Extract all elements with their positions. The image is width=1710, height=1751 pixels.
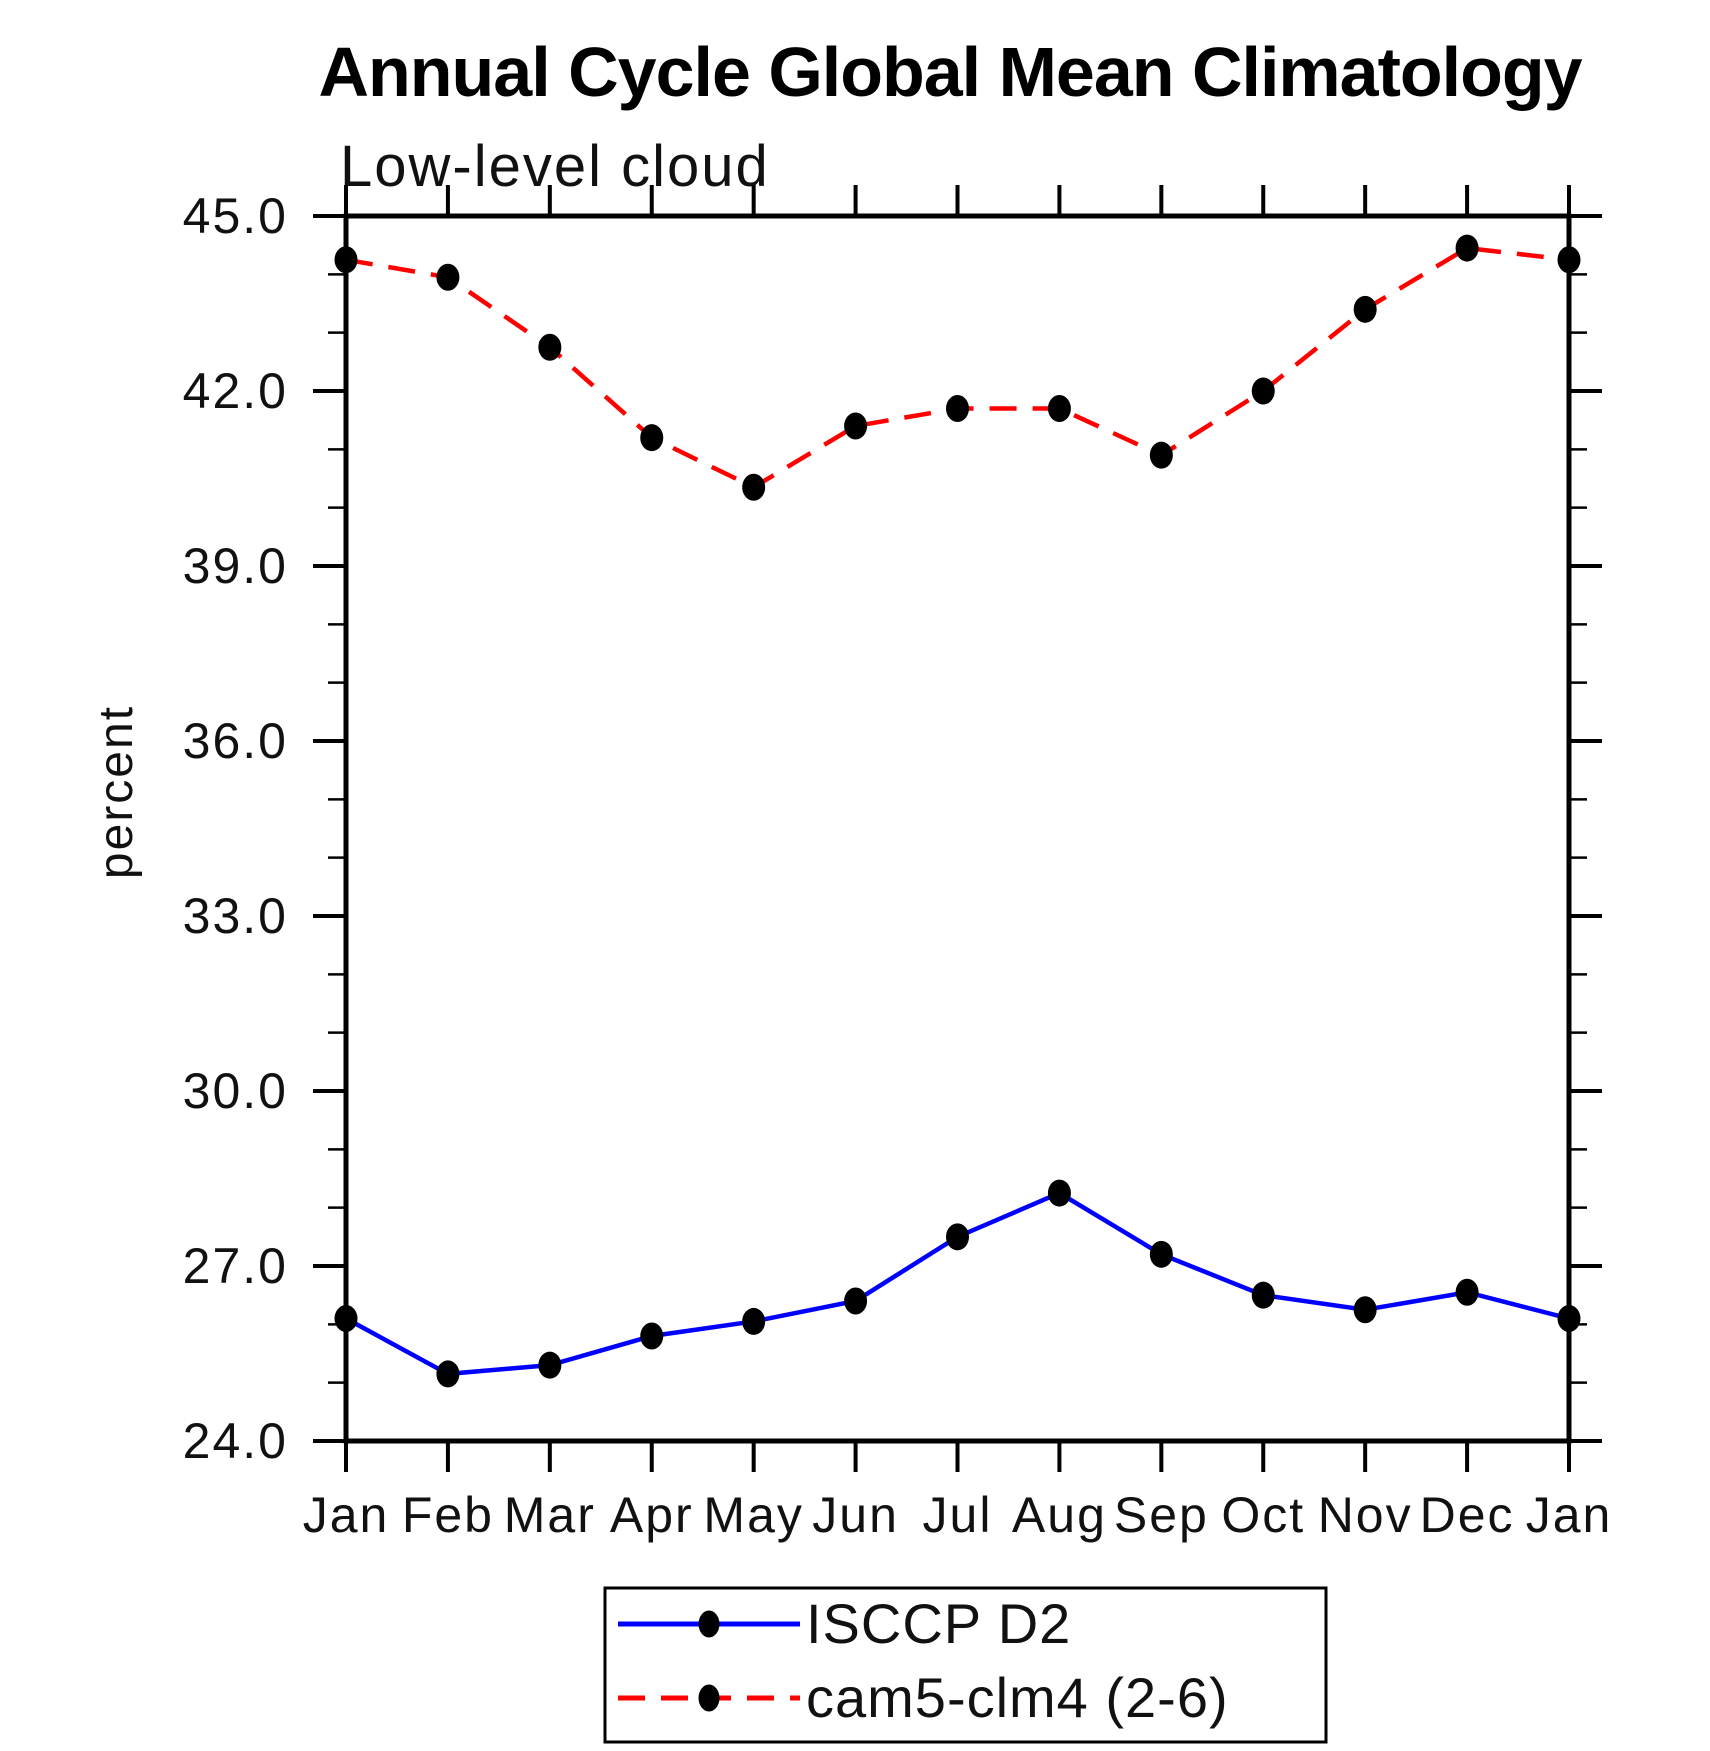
data-point-cam5-clm4-2-6 — [1149, 441, 1173, 469]
series-line-cam5-clm4-2-6 — [345, 245, 1570, 490]
data-point-cam5-clm4-2-6 — [1047, 395, 1071, 422]
data-point-isccp-d2 — [1149, 1240, 1173, 1268]
legend: ISCCP D2 cam5-clm4 (2-6) — [603, 1586, 1328, 1744]
legend-marker — [698, 1684, 720, 1712]
y-tick-label: 27.0 — [183, 1238, 288, 1294]
legend-box — [603, 1586, 1328, 1744]
y-tick-label: 42.0 — [183, 363, 288, 419]
y-axis-title: percent — [90, 705, 143, 879]
x-tick-label: Sep — [1114, 1487, 1209, 1543]
data-point-isccp-d2 — [538, 1351, 562, 1379]
data-point-isccp-d2 — [640, 1322, 664, 1350]
x-tick-label: Jan — [1526, 1487, 1613, 1543]
data-point-isccp-d2 — [1047, 1179, 1071, 1207]
x-tick-label: Jan — [303, 1487, 390, 1543]
data-point-isccp-d2 — [742, 1307, 766, 1335]
data-point-cam5-clm4-2-6 — [1251, 377, 1275, 405]
x-tick-label: Dec — [1420, 1487, 1515, 1543]
data-point-cam5-clm4-2-6 — [436, 263, 460, 291]
data-point-isccp-d2 — [1557, 1305, 1581, 1332]
y-tick-label: 36.0 — [183, 713, 288, 769]
x-tick-label: Aug — [1012, 1487, 1107, 1543]
chart-subtitle: Low-level cloud — [340, 134, 770, 199]
x-tick-label: Mar — [504, 1487, 596, 1543]
series-line-isccp-d2 — [344, 1190, 1570, 1377]
y-tick-label: 24.0 — [183, 1413, 288, 1469]
x-tick-label: Nov — [1318, 1487, 1413, 1543]
data-point-cam5-clm4-2-6 — [742, 473, 766, 501]
data-point-isccp-d2 — [1251, 1281, 1275, 1309]
data-point-isccp-d2 — [436, 1360, 460, 1388]
data-point-cam5-clm4-2-6 — [844, 412, 868, 440]
x-tick-label: Apr — [610, 1487, 694, 1543]
data-point-cam5-clm4-2-6 — [1353, 295, 1377, 323]
x-tick-label: Oct — [1221, 1487, 1305, 1543]
x-tick-label: May — [703, 1487, 803, 1543]
x-tick-label: Jul — [923, 1487, 993, 1543]
legend-label: cam5-clm4 (2-6) — [806, 1666, 1229, 1729]
y-tick-label: 39.0 — [183, 538, 288, 594]
data-point-isccp-d2 — [1455, 1278, 1479, 1306]
x-tick-label: Feb — [402, 1487, 494, 1543]
data-point-cam5-clm4-2-6 — [1455, 234, 1479, 262]
chart-title: Annual Cycle Global Mean Climatology — [318, 33, 1582, 111]
data-point-isccp-d2 — [946, 1223, 969, 1251]
y-tick-label: 33.0 — [183, 888, 288, 944]
data-point-isccp-d2 — [1353, 1296, 1377, 1324]
legend-marker — [698, 1610, 720, 1638]
data-point-cam5-clm4-2-6 — [1557, 246, 1581, 274]
series-lines — [334, 234, 1581, 1388]
data-point-cam5-clm4-2-6 — [640, 424, 664, 452]
data-point-isccp-d2 — [844, 1287, 868, 1315]
data-point-isccp-d2 — [334, 1305, 358, 1332]
x-tick-label: Jun — [812, 1487, 899, 1543]
legend-label: ISCCP D2 — [806, 1592, 1071, 1655]
data-point-cam5-clm4-2-6 — [334, 246, 358, 274]
data-point-cam5-clm4-2-6 — [946, 395, 969, 422]
y-tick-label: 30.0 — [183, 1063, 288, 1119]
data-point-cam5-clm4-2-6 — [538, 333, 562, 361]
y-tick-label: 45.0 — [183, 188, 288, 244]
